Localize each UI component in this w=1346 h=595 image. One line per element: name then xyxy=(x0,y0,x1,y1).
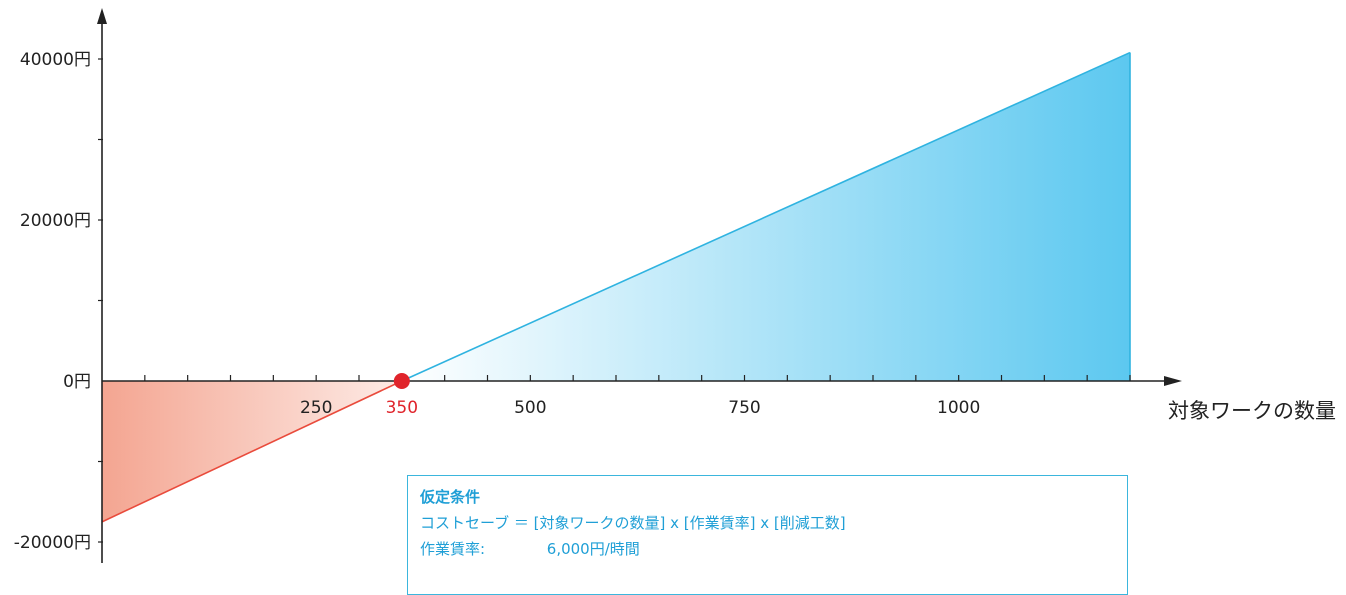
labor-rate-label: 作業賃率: xyxy=(420,540,486,558)
y-tick-label: 40000円 xyxy=(20,50,91,70)
y-tick-label: 20000円 xyxy=(20,211,91,231)
labor-rate-row: 作業賃率: 6,000円/時間 xyxy=(420,536,1115,562)
gain-line xyxy=(401,51,1131,382)
loss-line xyxy=(101,380,403,523)
y-tick-label: 0円 xyxy=(63,372,91,392)
cost-saving-chart: 250 350 500 750 1000 40000円 20000円 0円 -20000円 対象ワ… xyxy=(14,8,1336,563)
x-tick-label: 250 xyxy=(300,398,332,418)
x-axis-title: 対象ワークの数量 xyxy=(1168,399,1336,423)
x-tick-label: 1000 xyxy=(937,398,980,418)
labor-rate-value: 6,000円/時間 xyxy=(546,540,640,558)
y-axis-arrow xyxy=(97,8,107,24)
break-even-label: 350 xyxy=(386,398,418,418)
assumptions-box: 仮定条件 コストセーブ ＝ [対象ワークの数量] x [作業賃率] x [削減工… xyxy=(407,475,1128,595)
y-tick-label: -20000円 xyxy=(14,533,91,553)
x-axis-arrow xyxy=(1164,376,1182,386)
x-tick-label: 750 xyxy=(728,398,760,418)
break-even-point xyxy=(393,373,410,389)
cost-save-formula: コストセーブ ＝ [対象ワークの数量] x [作業賃率] x [削減工数] xyxy=(420,514,846,532)
assumptions-title: 仮定条件 xyxy=(420,488,481,506)
x-tick-label: 500 xyxy=(514,398,546,418)
